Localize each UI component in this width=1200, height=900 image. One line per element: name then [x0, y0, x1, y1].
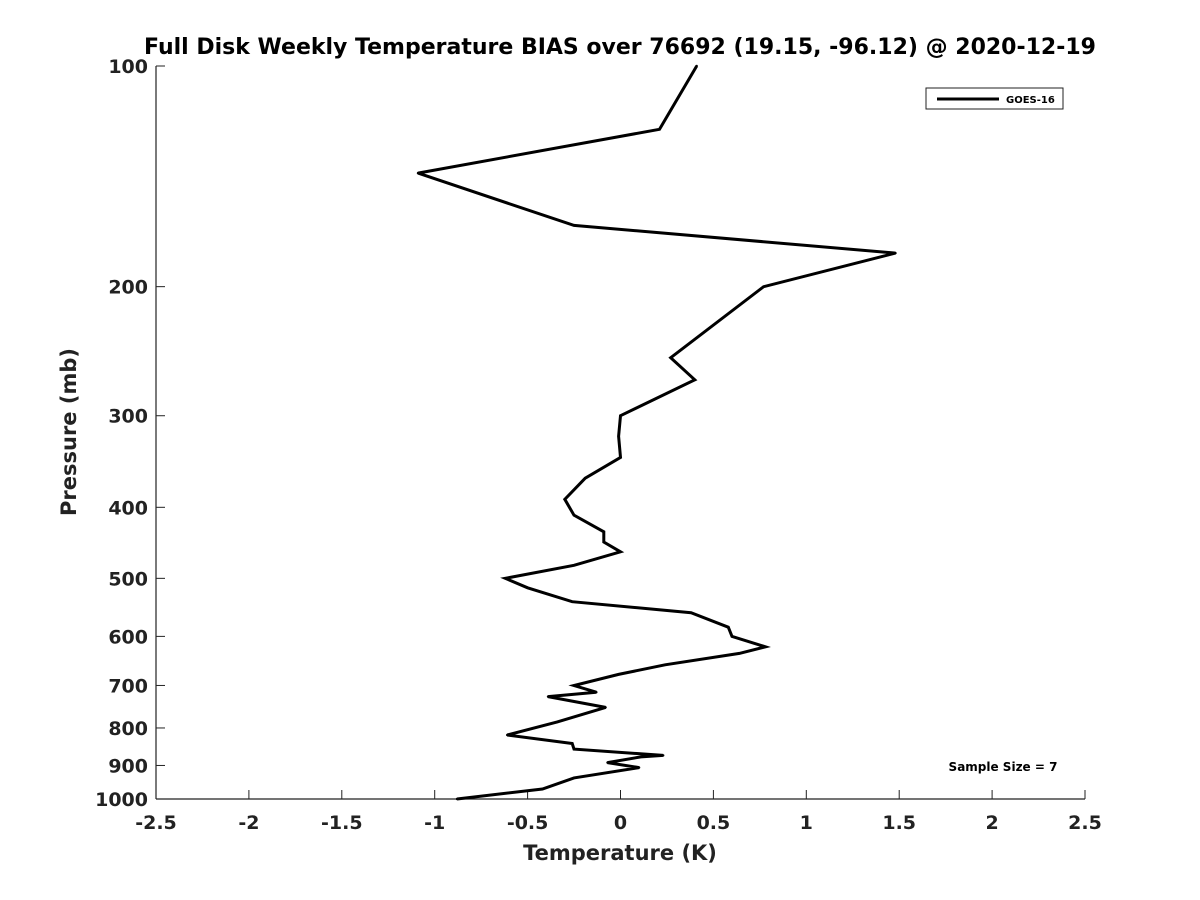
x-tick-label: -2 [238, 812, 259, 834]
y-tick-label: 900 [108, 755, 148, 777]
data-point [658, 128, 661, 131]
y-tick-label: 800 [108, 718, 148, 740]
data-point [639, 755, 643, 759]
data-point [689, 611, 693, 614]
x-axis-label: Temperature (K) [523, 841, 717, 865]
data-point [570, 600, 574, 603]
data-point [526, 586, 529, 589]
data-point [546, 695, 550, 698]
y-tick-label: 500 [108, 568, 148, 590]
x-tick-label: -1 [424, 812, 445, 834]
data-point [556, 720, 559, 724]
data-point [619, 550, 622, 554]
data-point [504, 577, 507, 580]
data-point [572, 564, 576, 567]
data-point [455, 797, 459, 801]
y-tick-label: 100 [108, 56, 148, 78]
data-point [662, 754, 665, 757]
data-point [606, 761, 609, 764]
x-tick-label: -2.5 [135, 812, 177, 834]
data-point [738, 652, 741, 655]
data-point [695, 64, 698, 68]
data-point [595, 691, 598, 694]
data-point [727, 626, 730, 629]
data-point [572, 747, 576, 751]
data-point [602, 530, 605, 534]
x-tick-label: 2 [985, 812, 998, 834]
data-point [617, 673, 620, 676]
data-point [572, 684, 576, 687]
data-point [619, 456, 622, 459]
data-point [894, 251, 897, 255]
x-tick-label: 0 [614, 812, 627, 834]
plot-area [156, 66, 1085, 799]
data-point [693, 378, 697, 382]
data-point [617, 435, 620, 438]
data-point [572, 776, 576, 780]
x-tick-label: 2.5 [1068, 812, 1102, 834]
data-point [563, 498, 566, 501]
data-point [570, 742, 574, 745]
chart-title: Full Disk Weekly Temperature BIAS over 7… [144, 35, 1096, 60]
data-point [730, 635, 734, 638]
data-point [764, 645, 767, 649]
y-axis-label: Pressure (mb) [57, 348, 81, 516]
data-point [604, 706, 607, 709]
data-point [637, 766, 641, 769]
y-tick-label: 200 [108, 277, 148, 299]
data-point [541, 787, 544, 791]
y-tick-label: 600 [108, 626, 148, 648]
x-ticks: -2.5 -2 -1.5 -1 -0.5 0 0.5 1 1.5 2 2.5 [135, 790, 1102, 834]
x-tick-label: 0.5 [697, 812, 731, 834]
x-tick-label: 1.5 [882, 812, 916, 834]
y-tick-label: 300 [108, 406, 148, 428]
data-point [663, 663, 667, 666]
x-tick-label: -1.5 [321, 812, 363, 834]
data-point [583, 476, 587, 480]
data-point [762, 285, 765, 288]
data-point [416, 171, 420, 175]
data-point [669, 356, 672, 359]
data-point [505, 733, 509, 737]
legend: GOES-16 [925, 87, 1064, 110]
y-tick-label: 700 [108, 675, 148, 697]
y-tick-label: 1000 [95, 789, 148, 811]
series-layer [416, 64, 897, 801]
y-ticks: 100 200 300 400 500 600 700 800 900 1000 [95, 56, 165, 811]
x-tick-label: -0.5 [507, 812, 549, 834]
data-point [602, 540, 605, 544]
data-point [572, 513, 576, 517]
y-tick-label: 400 [108, 497, 148, 519]
sample-size-note: Sample Size = 7 [949, 760, 1058, 774]
data-point [572, 224, 576, 227]
legend-label-goes-16: GOES-16 [1006, 95, 1055, 106]
data-point [619, 414, 622, 417]
x-tick-label: 1 [800, 812, 813, 834]
